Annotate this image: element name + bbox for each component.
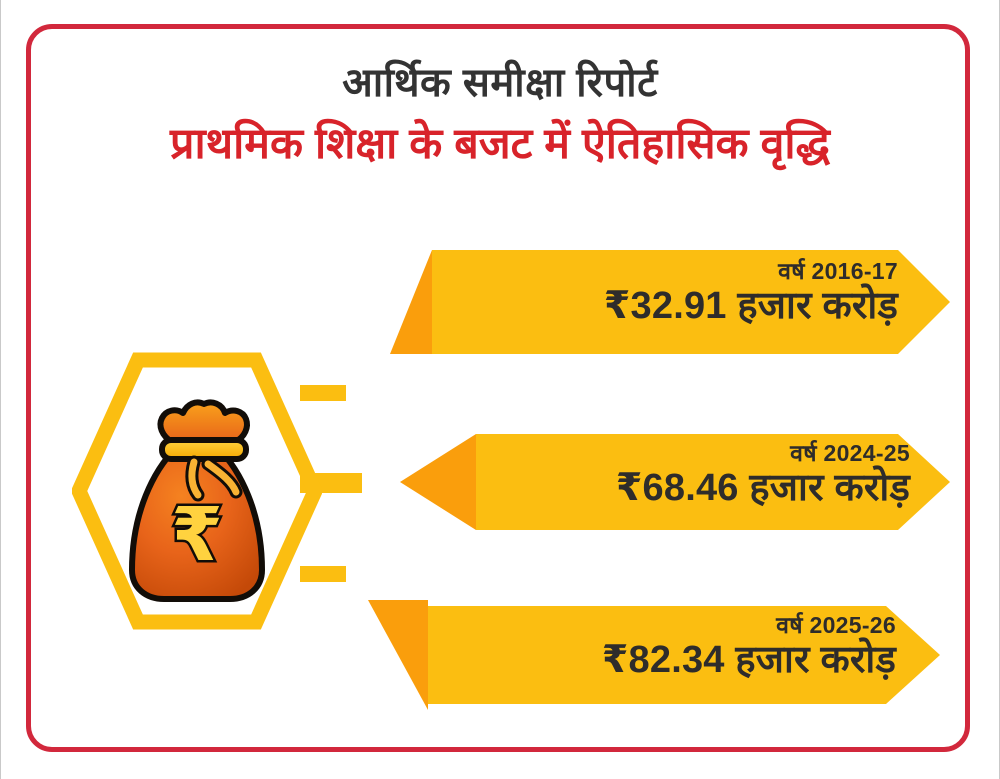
connector-stub-top: [300, 385, 346, 401]
title-block: आर्थिक समीक्षा रिपोर्ट प्राथमिक शिक्षा क…: [50, 61, 950, 169]
banner-amount-label: ₹82.34 हजार करोड़: [601, 639, 896, 681]
banner-flange: [368, 600, 428, 710]
banner-year-label: वर्ष 2024-25: [790, 440, 910, 466]
rupee-symbol-icon: ₹: [171, 493, 223, 576]
page-edge-left: [0, 0, 1, 779]
banner-body: [432, 250, 950, 354]
banner-flange: [400, 434, 476, 530]
banner-flange: [390, 250, 432, 354]
hexagon-outline: [72, 352, 322, 630]
page-subtitle: प्राथमिक शिक्षा के बजट में ऐतिहासिक वृद्…: [170, 120, 830, 169]
banner-text: वर्ष 2024-25 ₹68.46 हजार करोड़: [615, 440, 910, 509]
money-bag-tie-band: [159, 437, 249, 462]
page-title: आर्थिक समीक्षा रिपोर्ट: [342, 61, 658, 105]
banner-amount-label: ₹68.46 हजार करोड़: [615, 467, 910, 509]
banner-2025-26: वर्ष 2025-26 ₹82.34 हजार करोड़: [368, 600, 940, 710]
banner-text: वर्ष 2025-26 ₹82.34 हजार करोड़: [601, 612, 896, 681]
banner-text: वर्ष 2016-17 ₹32.91 हजार करोड़: [603, 258, 898, 327]
banner-year-label: वर्ष 2016-17: [778, 258, 898, 284]
banner-year-label: वर्ष 2025-26: [776, 612, 896, 638]
money-bag-hexagon: ₹: [72, 352, 322, 630]
banner-body: [476, 434, 950, 530]
banner-2016-17: वर्ष 2016-17 ₹32.91 हजार करोड़: [390, 250, 950, 354]
banner-amount-label: ₹32.91 हजार करोड़: [603, 285, 898, 327]
money-bag-knot: [157, 399, 250, 445]
money-bag-tie-string-left-fill: [188, 458, 202, 499]
banner-body: [428, 606, 940, 704]
banner-2024-25: वर्ष 2024-25 ₹68.46 हजार करोड़: [400, 430, 950, 534]
money-bag-tie-string-right-fill: [204, 460, 240, 496]
connector-stub-bottom: [300, 566, 346, 582]
